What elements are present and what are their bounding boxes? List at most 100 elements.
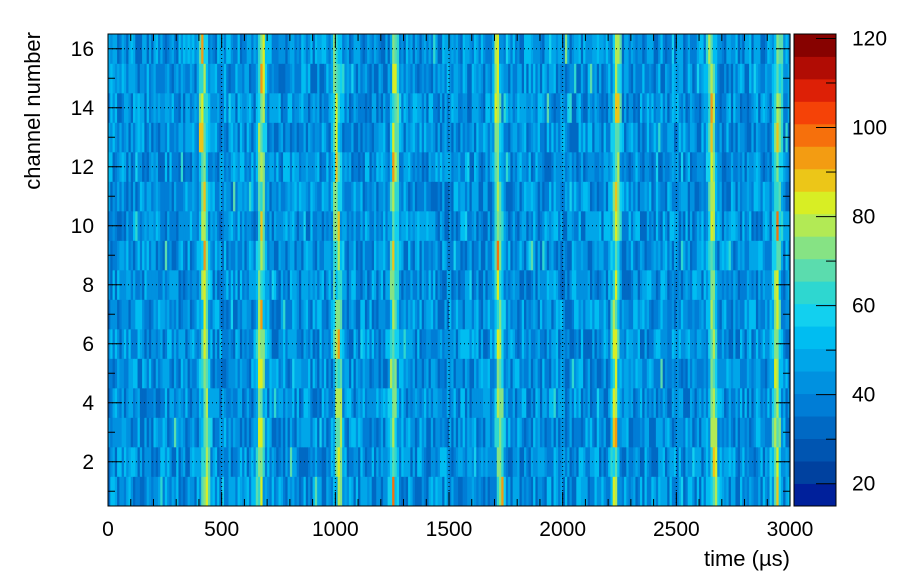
heatmap-cell xyxy=(258,34,261,64)
heatmap-cell xyxy=(239,240,243,271)
heatmap-cell xyxy=(237,447,241,477)
heatmap-cell xyxy=(521,388,525,418)
heatmap-cell xyxy=(621,476,625,507)
heatmap-cell xyxy=(180,329,184,359)
heatmap-cell xyxy=(339,270,343,300)
heatmap-cell xyxy=(471,152,475,182)
heatmap-cell xyxy=(621,152,625,182)
heatmap-cell xyxy=(701,476,705,507)
heatmap-cell xyxy=(617,329,621,359)
heatmap-cell xyxy=(483,417,486,448)
heatmap-cell xyxy=(674,476,677,507)
heatmap-cell xyxy=(476,270,480,300)
heatmap-cell xyxy=(542,63,546,94)
heatmap-cell xyxy=(585,240,589,271)
heatmap-cell xyxy=(737,329,741,359)
heatmap-cell xyxy=(321,270,325,300)
heatmap-cell xyxy=(255,329,259,359)
heatmap-cell xyxy=(139,63,143,94)
heatmap-cell xyxy=(476,476,480,507)
heatmap-cell xyxy=(769,211,773,241)
heatmap-cell xyxy=(610,447,614,477)
heatmap-cell xyxy=(294,34,298,64)
heatmap-cell xyxy=(244,388,248,418)
heatmap-cell xyxy=(637,34,641,64)
heatmap-cell xyxy=(758,270,762,300)
heatmap-cell xyxy=(751,240,755,271)
heatmap-cell xyxy=(248,211,252,241)
heatmap-cell xyxy=(655,181,659,212)
heatmap-cell xyxy=(739,476,743,507)
heatmap-cell xyxy=(210,358,214,389)
heatmap-cell xyxy=(123,447,127,477)
heatmap-cell xyxy=(451,240,455,271)
heatmap-cell xyxy=(387,34,391,64)
heatmap-cell xyxy=(442,240,446,271)
heatmap-cell xyxy=(549,270,552,300)
heatmap-cell xyxy=(474,63,477,94)
heatmap-cell xyxy=(192,181,195,212)
heatmap-cell xyxy=(774,122,777,153)
heatmap-cell xyxy=(501,181,505,212)
heatmap-cell xyxy=(539,358,543,389)
heatmap-cell xyxy=(396,63,400,94)
heatmap-cell xyxy=(624,388,627,418)
heatmap-cell xyxy=(139,417,143,448)
heatmap-cell xyxy=(453,299,457,330)
heatmap-cell xyxy=(480,329,484,359)
heatmap-cell xyxy=(428,270,432,300)
heatmap-cell xyxy=(242,122,245,153)
heatmap-cell xyxy=(471,93,475,123)
heatmap-cell xyxy=(248,329,252,359)
heatmap-cell xyxy=(423,476,427,507)
heatmap-cell xyxy=(660,358,664,389)
heatmap-cell xyxy=(478,417,482,448)
heatmap-cell xyxy=(269,447,273,477)
heatmap-cell xyxy=(239,329,243,359)
heatmap-cell xyxy=(230,417,234,448)
heatmap-cell xyxy=(585,270,589,300)
heatmap-cell xyxy=(569,388,573,418)
heatmap-cell xyxy=(194,181,198,212)
heatmap-cell xyxy=(219,63,223,94)
heatmap-cell xyxy=(719,358,723,389)
heatmap-cell xyxy=(742,211,746,241)
heatmap-cell xyxy=(364,122,368,153)
heatmap-cell xyxy=(505,447,509,477)
heatmap-cell xyxy=(226,240,230,271)
heatmap-cell xyxy=(780,417,784,448)
heatmap-cell xyxy=(703,358,707,389)
heatmap-cell xyxy=(192,270,195,300)
heatmap-cell xyxy=(589,417,593,448)
heatmap-cell xyxy=(260,299,264,330)
heatmap-cell xyxy=(505,211,509,241)
heatmap-cell xyxy=(128,358,132,389)
heatmap-cell xyxy=(248,299,252,330)
heatmap-cell xyxy=(733,181,737,212)
heatmap-cell xyxy=(519,181,523,212)
heatmap-cell xyxy=(417,152,421,182)
heatmap-cell xyxy=(749,417,752,448)
heatmap-cell xyxy=(423,181,427,212)
heatmap-cell xyxy=(435,358,439,389)
heatmap-cell xyxy=(771,211,775,241)
heatmap-cell xyxy=(264,388,268,418)
heatmap-cell xyxy=(210,329,214,359)
heatmap-cell xyxy=(223,63,227,94)
heatmap-cell xyxy=(751,476,755,507)
heatmap-cell xyxy=(148,299,152,330)
heatmap-cell xyxy=(474,181,477,212)
heatmap-cell xyxy=(544,299,548,330)
heatmap-cell xyxy=(685,299,689,330)
heatmap-cell xyxy=(433,34,436,64)
heatmap-cell xyxy=(628,211,632,241)
heatmap-cell xyxy=(589,388,593,418)
heatmap-cell xyxy=(405,34,409,64)
heatmap-cell xyxy=(444,152,448,182)
heatmap-cell xyxy=(696,329,700,359)
heatmap-cell xyxy=(489,358,493,389)
heatmap-cell xyxy=(535,122,539,153)
heatmap-cell xyxy=(730,122,734,153)
heatmap-cell xyxy=(739,63,743,94)
heatmap-cell xyxy=(692,329,696,359)
